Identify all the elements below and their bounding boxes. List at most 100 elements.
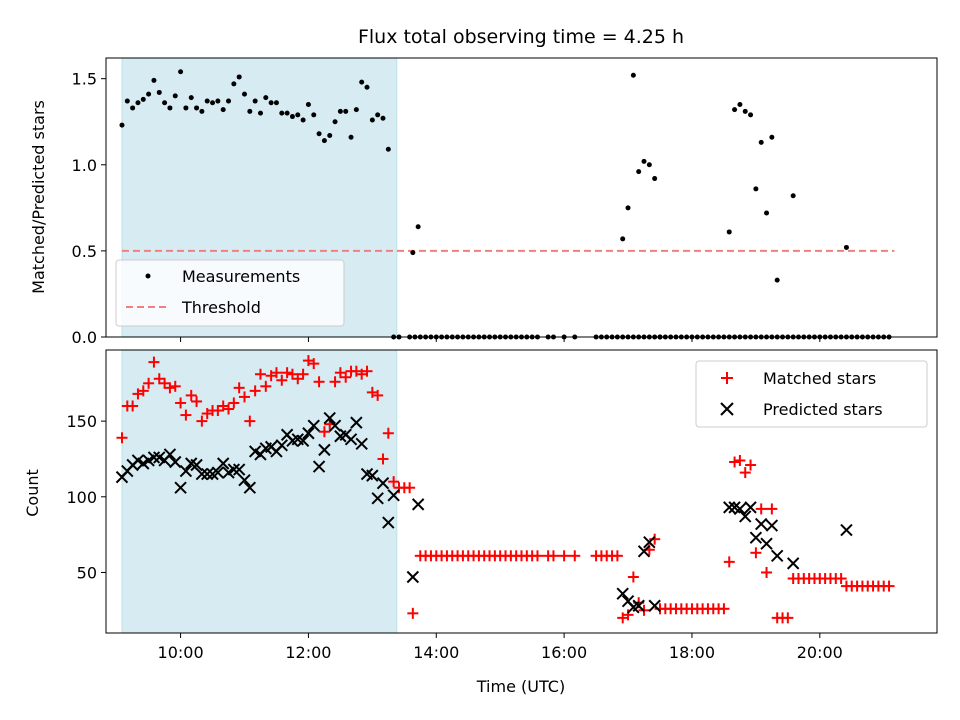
bottom-axes-frame (105, 349, 938, 634)
predicted-star-point (163, 448, 177, 461)
measurement-point (226, 98, 232, 104)
predicted-star-point (275, 439, 288, 452)
predicted-star-point (765, 519, 779, 532)
measurement-point (172, 93, 178, 99)
bottom-x-ticks: 10:00 12:00 14:00 16:00 18:00 20:00 (158, 633, 843, 662)
measurement-point (151, 77, 157, 83)
predicted-star-point (216, 457, 230, 470)
measurement-point (620, 236, 626, 242)
legend-matched-marker (721, 372, 733, 384)
predicted-star-point (632, 599, 645, 612)
matched-star-point (558, 550, 570, 562)
matched-star-point (745, 459, 757, 471)
bottom-observing-span (121, 349, 398, 634)
matched-star-point (169, 380, 181, 392)
measurement-point (242, 91, 247, 97)
matched-star-point (734, 454, 746, 466)
matched-star-point (547, 550, 559, 562)
matched-star-point (297, 368, 309, 380)
top-x-ticks (180, 337, 821, 342)
measurement-point (247, 108, 253, 114)
matched-star-point (244, 415, 256, 427)
matched-star-point (223, 403, 235, 415)
measurement-point (178, 69, 184, 75)
top-y-ticks: 0.0 0.5 1.0 1.5 (72, 70, 106, 347)
measurement-point (790, 193, 796, 199)
measurement-point (204, 98, 210, 104)
measurement-point (167, 105, 173, 111)
matched-star-point (148, 356, 160, 368)
measurement-point (843, 244, 849, 250)
measurement-point (753, 186, 759, 192)
matched-star-point (361, 365, 373, 377)
matched-star-point (407, 607, 419, 619)
legend-predicted-label: Predicted stars (763, 400, 883, 419)
measurement-point (130, 105, 136, 111)
measurement-point (188, 95, 194, 101)
measurement-point (359, 79, 365, 85)
legend-predicted-marker (720, 402, 734, 416)
matched-star-point (755, 503, 767, 515)
matched-star-point (239, 391, 250, 403)
matched-star-point (372, 389, 384, 401)
measurement-point (284, 110, 290, 116)
bottom-legend-box (695, 360, 928, 428)
y-tick-label: 50 (77, 563, 97, 582)
matched-star-point (233, 382, 245, 394)
predicted-star-point (723, 501, 736, 514)
measurement-point (135, 100, 141, 106)
measurement-point (162, 100, 168, 106)
measurement-point (337, 108, 343, 114)
predicted-star-point (312, 460, 326, 473)
measurement-point (636, 169, 642, 175)
matched-star-point (185, 389, 197, 401)
predicted-star-point (643, 535, 656, 549)
predicted-star-point (760, 537, 773, 550)
measurement-point (364, 84, 370, 90)
predicted-star-point (786, 557, 800, 570)
matched-star-point (377, 453, 389, 465)
legend-matched-label: Matched stars (763, 369, 876, 388)
matched-star-point (137, 385, 149, 397)
predicted-star-point (302, 427, 315, 440)
matched-star-point (340, 371, 352, 383)
measurement-point (410, 250, 416, 256)
measurement-point (625, 205, 631, 211)
measurement-point (257, 110, 263, 116)
matched-star-point (281, 367, 293, 379)
predicted-star-point (637, 545, 651, 558)
matched-star-point (191, 395, 203, 407)
y-tick-label: 0.0 (72, 328, 97, 347)
predicted-star-point (648, 599, 661, 612)
top-legend-box (115, 259, 345, 327)
measurement-point (220, 107, 226, 113)
predicted-star-point (376, 476, 390, 490)
y-tick-label: 1.0 (72, 156, 97, 175)
matched-star-point (718, 603, 730, 615)
predicted-star-point (344, 433, 358, 446)
measurement-point (321, 138, 327, 144)
matched-star-point (180, 409, 192, 421)
matched-star-point (127, 400, 139, 412)
measurement-point (236, 74, 242, 80)
measurement-point (140, 96, 146, 102)
measurement-point (646, 162, 652, 168)
measurement-point (231, 81, 237, 87)
measurement-point (369, 117, 375, 123)
measurement-point (194, 105, 200, 111)
measurement-point (630, 72, 636, 78)
measurement-point (295, 112, 301, 118)
matched-star-point (622, 609, 634, 621)
predicted-star-point (227, 463, 241, 476)
measurement-point (252, 98, 258, 104)
predicted-star-point (387, 489, 400, 502)
predicted-star-point (243, 481, 257, 494)
y-tick-label: 1.5 (72, 70, 97, 89)
matched-star-point (175, 397, 187, 409)
predicted-star-point (174, 481, 187, 494)
matched-star-point (260, 380, 272, 392)
measurement-point (375, 112, 381, 118)
matched-star-point (313, 376, 325, 388)
